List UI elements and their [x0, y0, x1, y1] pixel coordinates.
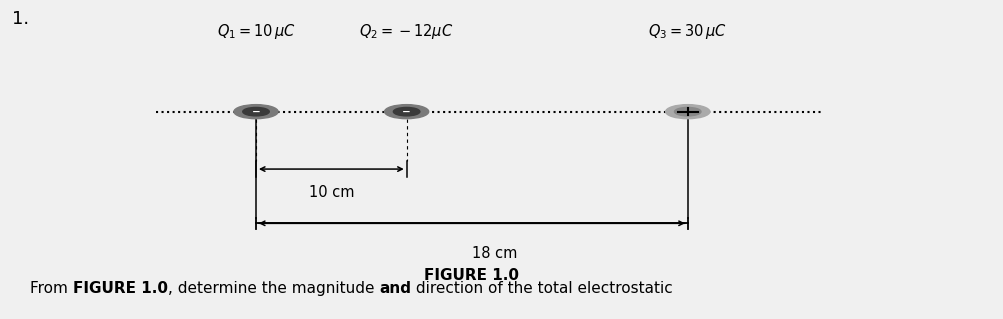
Text: 1.: 1. — [12, 10, 29, 27]
Text: From: From — [30, 281, 73, 296]
Circle shape — [665, 105, 709, 119]
Circle shape — [243, 108, 269, 116]
Text: $\mathit{Q}_1 = 10\,\mu C$: $\mathit{Q}_1 = 10\,\mu C$ — [217, 22, 295, 41]
Circle shape — [393, 108, 419, 116]
Text: 18 cm: 18 cm — [471, 246, 517, 261]
Text: FIGURE 1.0: FIGURE 1.0 — [73, 281, 168, 296]
Text: , determine the magnitude: , determine the magnitude — [168, 281, 379, 296]
Text: and: and — [379, 281, 411, 296]
Text: −: − — [252, 107, 260, 117]
Circle shape — [384, 105, 428, 119]
Circle shape — [234, 105, 278, 119]
Text: $\mathit{Q}_3 = 30\,\mu C$: $\mathit{Q}_3 = 30\,\mu C$ — [648, 22, 726, 41]
Circle shape — [674, 108, 700, 116]
Text: direction of the total electrostatic: direction of the total electrostatic — [411, 281, 672, 296]
Text: −: − — [402, 107, 410, 117]
Text: 10 cm: 10 cm — [308, 185, 354, 200]
Text: FIGURE 1.0: FIGURE 1.0 — [424, 268, 519, 283]
Text: $\mathit{Q}_2 = -12\mu C$: $\mathit{Q}_2 = -12\mu C$ — [359, 22, 453, 41]
